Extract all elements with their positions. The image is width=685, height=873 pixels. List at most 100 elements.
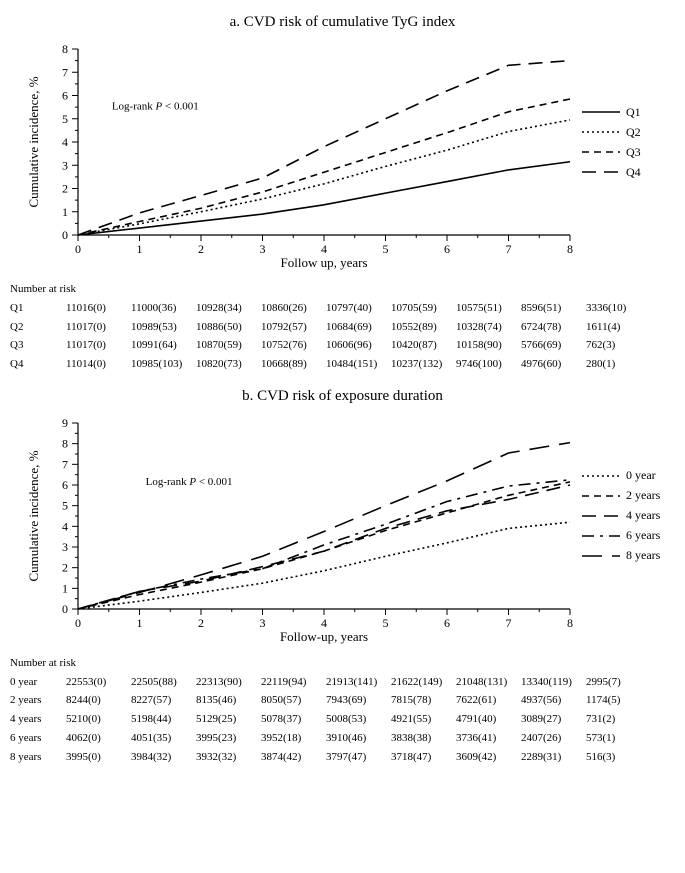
risk-cell: 4051(35) [131, 729, 196, 748]
legend-item: 8 years [582, 546, 660, 566]
risk-row: 8 years3995(0)3984(32)3932(32)3874(42)37… [10, 748, 675, 767]
series-0-year [78, 522, 570, 609]
risk-row-label: Q1 [10, 299, 66, 318]
risk-cell: 3736(41) [456, 729, 521, 748]
risk-cell: 11016(0) [66, 299, 131, 318]
svg-text:5: 5 [383, 242, 389, 256]
risk-cell: 10989(53) [131, 318, 196, 337]
svg-text:8: 8 [567, 242, 573, 256]
risk-cell: 10792(57) [261, 318, 326, 337]
risk-cell: 7622(61) [456, 691, 521, 710]
risk-cell: 10328(74) [456, 318, 521, 337]
chart-a-legend: Q1 Q2 Q3 Q4 [582, 102, 641, 182]
risk-table-title: Number at risk [10, 283, 675, 295]
svg-text:7: 7 [506, 242, 512, 256]
risk-cell: 10575(51) [456, 299, 521, 318]
svg-text:Log-rank P < 0.001: Log-rank P < 0.001 [146, 476, 233, 488]
risk-cell: 5198(44) [131, 710, 196, 729]
svg-text:Log-rank P < 0.001: Log-rank P < 0.001 [112, 100, 199, 112]
svg-text:4: 4 [321, 616, 327, 630]
risk-row-label: 0 year [10, 673, 66, 692]
svg-text:1: 1 [137, 242, 143, 256]
risk-row-label: Q3 [10, 336, 66, 355]
svg-text:1: 1 [137, 616, 143, 630]
risk-cell: 10158(90) [456, 336, 521, 355]
risk-cell: 10820(73) [196, 355, 261, 374]
risk-cell: 22505(88) [131, 673, 196, 692]
legend-item: Q1 [582, 102, 641, 122]
risk-cell: 10705(59) [391, 299, 456, 318]
risk-cell: 3952(18) [261, 729, 326, 748]
risk-cell: 5766(69) [521, 336, 586, 355]
risk-row-label: Q2 [10, 318, 66, 337]
risk-cell: 8227(57) [131, 691, 196, 710]
svg-text:8: 8 [62, 436, 68, 450]
risk-cell: 10886(50) [196, 318, 261, 337]
risk-table-title: Number at risk [10, 657, 675, 669]
svg-text:3: 3 [62, 540, 68, 554]
svg-text:7: 7 [62, 65, 68, 79]
risk-cell: 2289(31) [521, 748, 586, 767]
panel-a-title: a. CVD risk of cumulative TyG index [10, 14, 675, 31]
svg-text:7: 7 [506, 616, 512, 630]
risk-cell: 8244(0) [66, 691, 131, 710]
risk-cell: 10797(40) [326, 299, 391, 318]
svg-text:Cumulative incidence, %: Cumulative incidence, % [26, 76, 41, 207]
risk-cell: 3336(10) [586, 299, 651, 318]
risk-cell: 7943(69) [326, 691, 391, 710]
risk-row: Q111016(0)11000(36)10928(34)10860(26)107… [10, 299, 675, 318]
svg-text:0: 0 [62, 602, 68, 616]
risk-table-b: Number at risk 0 year22553(0)22505(88)223… [10, 657, 675, 766]
risk-cell: 5210(0) [66, 710, 131, 729]
risk-cell: 10870(59) [196, 336, 261, 355]
risk-cell: 11000(36) [131, 299, 196, 318]
risk-cell: 21913(141) [326, 673, 391, 692]
risk-cell: 4062(0) [66, 729, 131, 748]
legend-label: Q2 [626, 125, 641, 140]
risk-cell: 3910(46) [326, 729, 391, 748]
series-q2 [78, 120, 570, 235]
risk-cell: 280(1) [586, 355, 651, 374]
risk-cell: 5129(25) [196, 710, 261, 729]
legend-label: 0 year [626, 468, 656, 483]
legend-label: Q1 [626, 105, 641, 120]
risk-row: 2 years8244(0)8227(57)8135(46)8050(57)79… [10, 691, 675, 710]
svg-text:0: 0 [62, 228, 68, 242]
chart-a-svg: 012345678012345678Follow up, yearsCumula… [10, 37, 670, 272]
risk-cell: 516(3) [586, 748, 651, 767]
legend-item: 4 years [582, 506, 660, 526]
svg-text:0: 0 [75, 616, 81, 630]
svg-text:2: 2 [62, 182, 68, 196]
risk-cell: 10752(76) [261, 336, 326, 355]
chart-b-legend: 0 year2 years4 years6 years8 years [582, 466, 660, 566]
legend-item: Q3 [582, 142, 641, 162]
legend-label: Q4 [626, 165, 641, 180]
risk-cell: 8050(57) [261, 691, 326, 710]
risk-cell: 10860(26) [261, 299, 326, 318]
legend-label: 8 years [626, 548, 660, 563]
risk-cell: 4976(60) [521, 355, 586, 374]
risk-cell: 4937(56) [521, 691, 586, 710]
risk-cell: 8135(46) [196, 691, 261, 710]
risk-cell: 1611(4) [586, 318, 651, 337]
risk-cell: 3609(42) [456, 748, 521, 767]
risk-cell: 3995(23) [196, 729, 261, 748]
svg-text:6: 6 [62, 89, 68, 103]
svg-text:4: 4 [62, 519, 68, 533]
svg-text:3: 3 [260, 242, 266, 256]
svg-text:2: 2 [62, 560, 68, 574]
risk-cell: 13340(119) [521, 673, 586, 692]
risk-row-label: 6 years [10, 729, 66, 748]
risk-cell: 1174(5) [586, 691, 651, 710]
risk-row: Q411014(0)10985(103)10820(73)10668(89)10… [10, 355, 675, 374]
svg-text:1: 1 [62, 581, 68, 595]
risk-cell: 3984(32) [131, 748, 196, 767]
risk-cell: 11014(0) [66, 355, 131, 374]
svg-text:2: 2 [198, 616, 204, 630]
risk-row: Q311017(0)10991(64)10870(59)10752(76)106… [10, 336, 675, 355]
risk-cell: 10991(64) [131, 336, 196, 355]
risk-cell: 10684(69) [326, 318, 391, 337]
risk-cell: 22553(0) [66, 673, 131, 692]
risk-cell: 7815(78) [391, 691, 456, 710]
risk-cell: 22313(90) [196, 673, 261, 692]
